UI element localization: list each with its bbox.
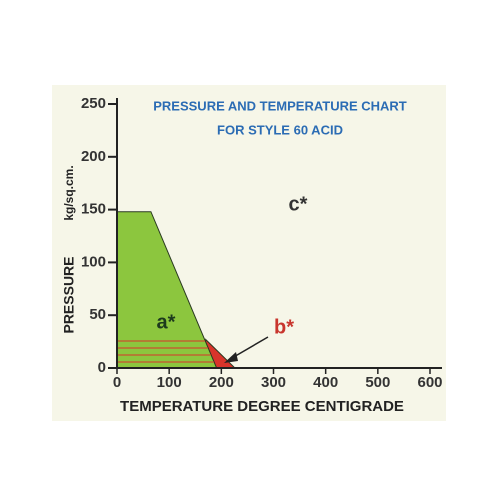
y-tick-label: 0 (98, 359, 106, 376)
hatch (117, 340, 214, 363)
x-tick-label: 100 (157, 374, 182, 391)
x-tick-label: 500 (365, 374, 390, 391)
annotation: a* (157, 311, 176, 333)
x-tick-label: 0 (113, 374, 121, 391)
arrow (224, 336, 269, 363)
y-tick-label: 100 (81, 253, 106, 270)
x-tick-label: 200 (209, 374, 234, 391)
y-tick-label: 250 (81, 95, 106, 112)
x-tick-label: 300 (261, 374, 286, 391)
y-axis-label: PRESSURE (61, 256, 77, 333)
y-axis-unit: kg/sq.cm. (62, 165, 76, 220)
y-tick-label: 200 (81, 148, 106, 165)
y-tick-label: 50 (89, 306, 106, 323)
chart-subtitle: FOR STYLE 60 ACID (217, 122, 343, 137)
x-tick-label: 400 (313, 374, 338, 391)
x-tick-label: 600 (417, 374, 442, 391)
x-axis-label: TEMPERATURE DEGREE CENTIGRADE (120, 398, 404, 415)
annotation: b* (274, 316, 294, 338)
y-tick-label: 150 (81, 201, 106, 218)
chart-title: PRESSURE AND TEMPERATURE CHART (153, 98, 407, 113)
annotation: c* (289, 193, 308, 215)
